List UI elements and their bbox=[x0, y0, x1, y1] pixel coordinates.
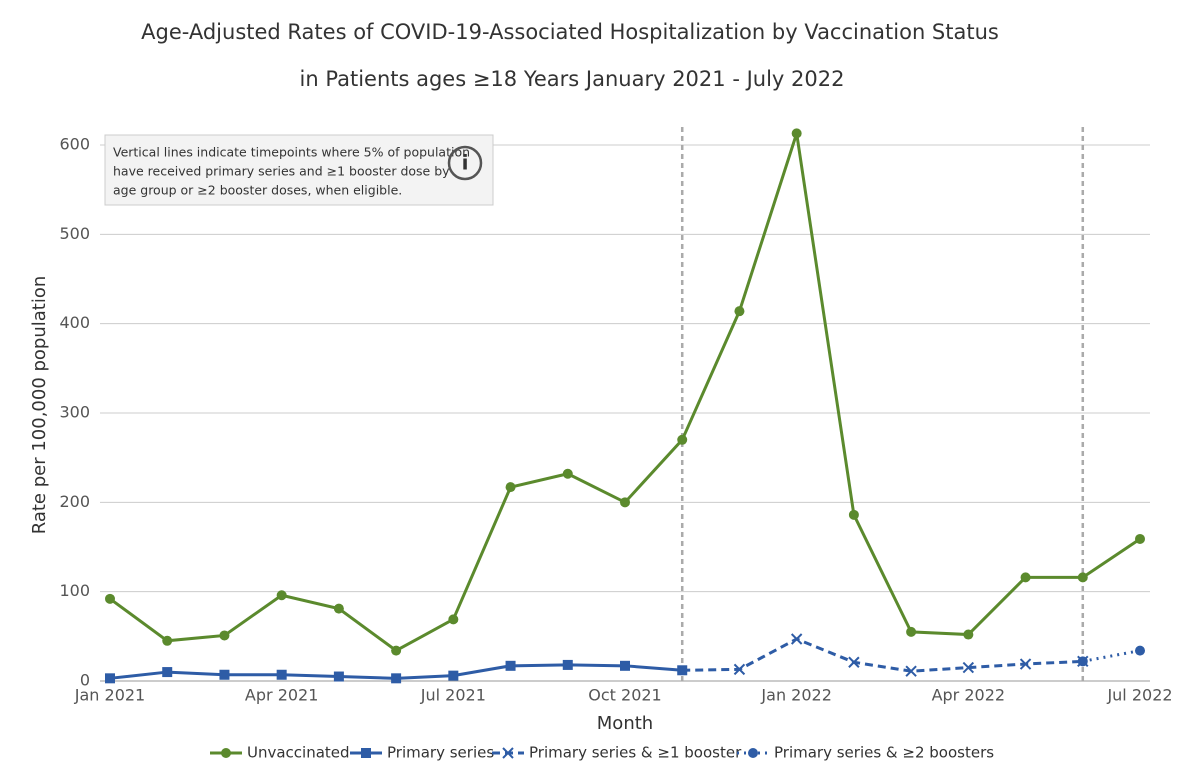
data-point bbox=[848, 656, 860, 668]
data-point bbox=[219, 630, 230, 641]
data-point bbox=[905, 665, 917, 677]
legend-marker bbox=[221, 748, 231, 758]
x-tick-label: Apr 2021 bbox=[245, 686, 318, 705]
data-point bbox=[677, 434, 688, 445]
legend-marker bbox=[748, 748, 758, 758]
chart-title: Age-Adjusted Rates of COVID-19-Associate… bbox=[141, 20, 999, 44]
data-point bbox=[1077, 572, 1088, 583]
info-icon-text: i bbox=[462, 151, 469, 175]
data-point bbox=[1077, 656, 1088, 667]
data-point bbox=[448, 670, 459, 681]
y-tick-label: 0 bbox=[80, 671, 90, 690]
data-point bbox=[105, 673, 115, 684]
y-axis-label: Rate per 100,000 population bbox=[29, 276, 50, 535]
x-tick-label: Jan 2022 bbox=[760, 686, 831, 705]
legend-marker bbox=[361, 748, 371, 758]
x-axis-label: Month bbox=[597, 713, 653, 734]
data-point bbox=[105, 593, 115, 604]
data-point bbox=[448, 614, 459, 625]
data-point bbox=[848, 509, 859, 520]
x-tick-label: Jul 2022 bbox=[1106, 686, 1172, 705]
data-point bbox=[1135, 645, 1145, 656]
data-point bbox=[219, 669, 230, 680]
x-tick-label: Oct 2021 bbox=[588, 686, 661, 705]
legend-label: Unvaccinated bbox=[247, 744, 350, 762]
y-tick-label: 100 bbox=[59, 581, 90, 600]
data-point bbox=[733, 663, 746, 676]
data-point bbox=[276, 669, 287, 680]
legend-label: Primary series & ≥1 booster bbox=[529, 744, 742, 762]
data-point bbox=[391, 673, 402, 684]
data-point bbox=[333, 671, 344, 682]
data-point bbox=[276, 590, 287, 601]
x-tick-label: Jul 2021 bbox=[420, 686, 486, 705]
x-tick-label: Apr 2022 bbox=[932, 686, 1005, 705]
data-point bbox=[1135, 533, 1145, 544]
data-point bbox=[1019, 658, 1032, 670]
data-point bbox=[162, 667, 173, 678]
chart-subtitle: in Patients ages ≥18 Years January 2021 … bbox=[300, 67, 845, 91]
data-point bbox=[562, 659, 573, 670]
data-point bbox=[562, 468, 573, 479]
info-icon bbox=[447, 145, 483, 181]
data-point bbox=[620, 660, 630, 671]
annotation-box bbox=[104, 134, 494, 206]
series-line bbox=[1082, 649, 1141, 663]
data-point bbox=[791, 128, 802, 139]
data-point bbox=[906, 626, 917, 637]
annotation-text: Vertical lines indicate timepoints where… bbox=[113, 145, 470, 160]
data-point bbox=[505, 482, 516, 493]
data-point bbox=[162, 635, 173, 646]
series-line bbox=[109, 132, 1141, 653]
data-point bbox=[677, 665, 688, 676]
data-point bbox=[963, 629, 974, 640]
x-tick-label: Jan 2021 bbox=[74, 686, 145, 705]
series-line bbox=[682, 637, 1083, 673]
annotation-text: have received primary series and ≥1 boos… bbox=[113, 164, 450, 179]
y-tick-label: 400 bbox=[59, 313, 90, 332]
legend-marker bbox=[502, 747, 514, 759]
data-point bbox=[734, 306, 745, 317]
data-point bbox=[505, 660, 516, 671]
y-tick-label: 600 bbox=[59, 135, 90, 154]
legend-label: Primary series & ≥2 boosters bbox=[774, 744, 994, 762]
y-tick-label: 500 bbox=[59, 224, 90, 243]
legend-label: Primary series bbox=[387, 744, 494, 762]
data-point bbox=[962, 661, 975, 674]
annotation-text: age group or ≥2 booster doses, when elig… bbox=[113, 183, 402, 198]
data-point bbox=[1020, 572, 1031, 583]
y-tick-label: 300 bbox=[59, 403, 90, 422]
data-point bbox=[790, 633, 803, 645]
data-point bbox=[391, 645, 402, 656]
data-point bbox=[620, 497, 630, 508]
data-point bbox=[333, 603, 344, 614]
y-tick-label: 200 bbox=[59, 492, 90, 511]
